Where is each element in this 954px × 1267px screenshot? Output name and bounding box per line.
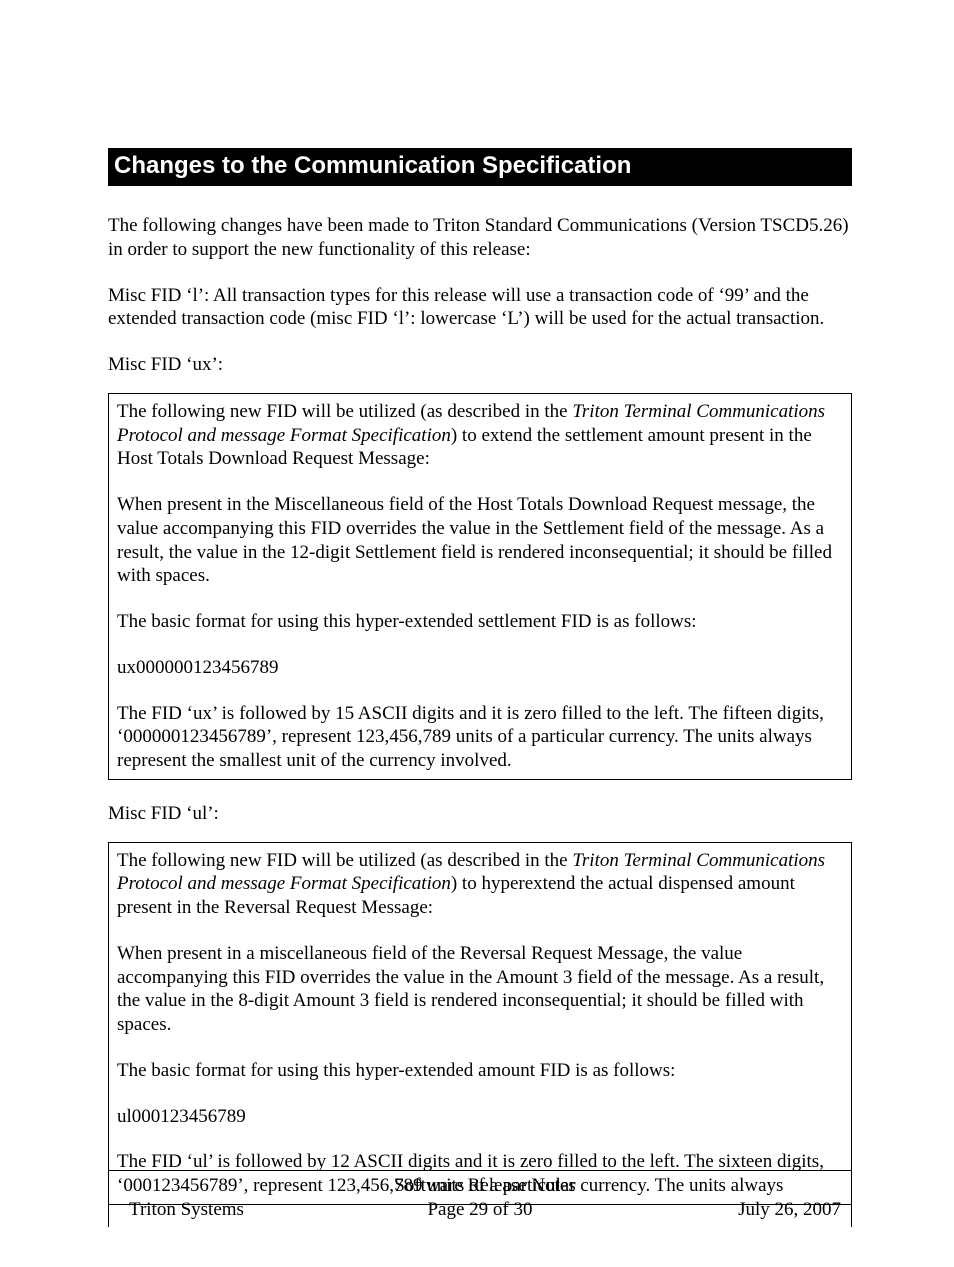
section-heading: Changes to the Communication Specificati… (108, 148, 852, 186)
ux-box-p1-a: The following new FID will be utilized (… (117, 401, 572, 422)
fid-ux-box: The following new FID will be utilized (… (108, 393, 852, 780)
fid-ul-box: The following new FID will be utilized (… (108, 842, 852, 1205)
misc-fid-ul-label: Misc FID ‘ul’: (108, 802, 852, 826)
footer-frame: Software Release Notes Triton Systems Pa… (108, 1170, 852, 1227)
ux-box-p2: When present in the Miscellaneous field … (117, 493, 843, 588)
footer-company: Triton Systems (129, 1199, 244, 1221)
ul-box-p4: ul000123456789 (117, 1105, 843, 1129)
ul-box-p3: The basic format for using this hyper-ex… (117, 1059, 843, 1083)
intro-paragraph-2: Misc FID ‘l’: All transaction types for … (108, 284, 852, 332)
ux-box-p4: ux000000123456789 (117, 656, 843, 680)
footer-date: July 26, 2007 (738, 1199, 841, 1221)
intro-paragraph-1: The following changes have been made to … (108, 214, 852, 262)
ul-box-p2: When present in a miscellaneous field of… (117, 942, 843, 1037)
ux-box-p3: The basic format for using this hyper-ex… (117, 610, 843, 634)
misc-fid-ux-label: Misc FID ‘ux’: (108, 353, 852, 377)
ul-box-p1: The following new FID will be utilized (… (117, 849, 843, 920)
footer-info-row: Triton Systems Page 29 of 30 July 26, 20… (129, 1199, 841, 1221)
ul-box-p1-a: The following new FID will be utilized (… (117, 850, 572, 871)
page-footer: Software Release Notes Triton Systems Pa… (108, 1170, 852, 1227)
document-page: Changes to the Communication Specificati… (0, 0, 954, 1267)
ux-box-p5: The FID ‘ux’ is followed by 15 ASCII dig… (117, 702, 843, 773)
ux-box-p1: The following new FID will be utilized (… (117, 400, 843, 471)
footer-title: Software Release Notes (129, 1175, 841, 1197)
